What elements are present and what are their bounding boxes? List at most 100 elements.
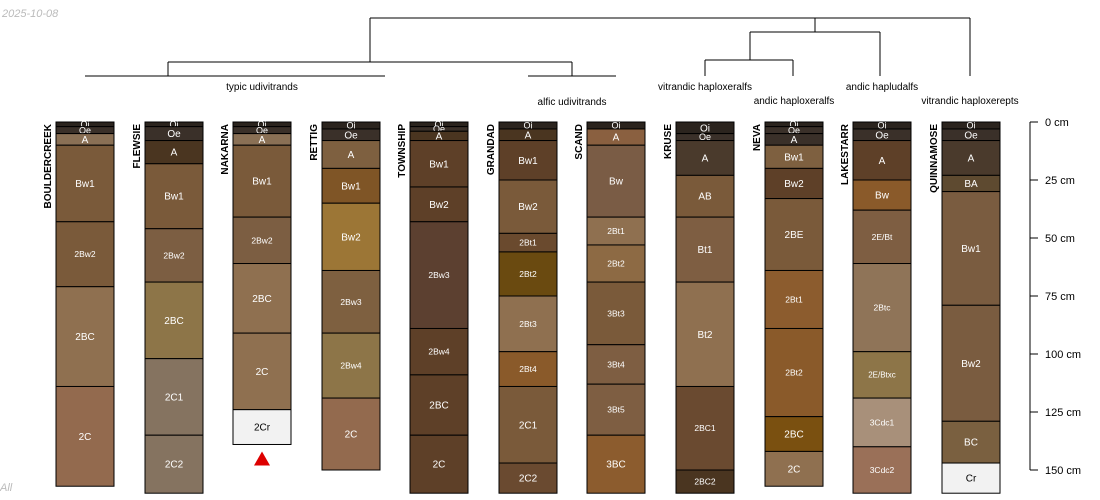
horizon-label: 2C [345,430,358,441]
profile-name: NEVA [752,124,763,151]
horizon-label: Bw1 [75,179,95,190]
horizon-label: 2Bt2 [519,269,537,279]
horizon-label: 2Bw3 [340,297,362,307]
horizon-label: BC [964,438,978,449]
horizon-2e-btxc [852,351,912,399]
horizon-label: Oe [875,130,889,141]
depth-tick-label: 75 cm [1045,291,1075,303]
horizon-label: Oi [258,119,267,129]
horizon-label: Bw1 [252,177,272,188]
horizon-bt1 [675,216,735,283]
horizon-label: Bw [875,191,890,202]
depth-tick-label: 150 cm [1045,465,1081,477]
horizon-label: Oe [964,130,978,141]
horizon-label: Oi [878,121,887,131]
horizon-label: 2Bw3 [428,270,450,280]
horizon-label: A [879,156,886,167]
horizon-2bt1 [764,269,824,329]
profile-name: LAKESTARR [840,123,851,185]
horizon-label: 2BC [784,430,803,441]
horizon-2bt4 [498,351,558,387]
horizon-2bc [232,263,292,334]
horizon-label: Bw1 [518,156,538,167]
horizon-2c [321,397,381,471]
profile-scand: SCAND Oi A Bw 2Bt1 2Bt2 3Bt3 3Bt4 3Bt5 3BC [574,121,646,494]
horizon-label: 2Bw2 [163,250,185,260]
group-label-vitrandic-haploxeralfs: vitrandic haploxeralfs [658,82,752,93]
horizon-2c1 [498,385,558,464]
horizon-label: 2Bw2 [74,249,96,259]
horizon-bw2 [764,167,824,200]
horizon-label: Bw2 [784,179,804,190]
horizon-2bt2 [498,251,558,297]
horizon-label: A [348,150,355,161]
horizon-label: 2C1 [519,420,538,431]
horizon-label: 2E/Btxc [868,371,896,380]
horizon-2bt1 [586,216,646,246]
dendrogram [85,17,971,77]
horizon-label: 2C [79,432,92,443]
horizon-label: 2Bw2 [251,235,273,245]
horizon-label: Bw2 [429,200,449,211]
horizon-label: 2C2 [519,474,538,485]
horizon-label: A [613,133,620,144]
horizon-label: 2Bt1 [519,238,537,248]
profile-name: NAKARNA [220,124,231,175]
profile-name: RETTIG [309,124,320,161]
horizon-label: A [436,131,443,142]
horizon-bw2 [321,202,381,271]
horizon-bw [586,144,646,218]
horizon-bw2 [498,179,558,234]
horizon-2bw2 [144,228,204,283]
horizon-bw1 [232,144,292,218]
horizon-label: 2BC [164,316,183,327]
horizon-label: Bw1 [341,181,361,192]
horizon-label: 2Btc [873,303,891,313]
horizon-label: A [702,153,709,164]
horizon-2c1 [144,358,204,436]
horizon-2bc [764,416,824,452]
horizon-2bc1 [675,385,735,471]
horizon-2bc [144,281,204,360]
horizon-label: Oe [79,125,91,135]
horizon-3cdc2 [852,446,912,494]
horizon-label: Oe [699,132,711,142]
horizon-label: 3Cdc1 [870,417,895,427]
horizon-label: 2BC [429,401,448,412]
horizon-2btc [852,263,912,353]
horizon-2c [764,450,824,487]
group-labels: typic udivitrands alfic udivitrands vitran… [226,82,1018,108]
horizon-2bt3 [498,295,558,353]
depth-tick-label: 0 cm [1045,117,1069,129]
profile-name: FLEWSIE [132,124,143,169]
profile-name: QUINNAMOSE [929,124,940,193]
horizon-label: 2BC1 [694,423,716,433]
profile-grandad: GRANDAD OiA Bw1 Bw2 2Bt1 2Bt2 2Bt3 2Bt4 2C1 2C2 [486,121,558,494]
horizon-label: Bw1 [784,152,804,163]
horizon-label: 2Cr [254,423,271,434]
horizon-2bw4 [409,327,469,376]
horizon-label: 3Cdc2 [870,465,895,475]
horizon-label: Bw1 [961,244,981,255]
horizon-bw2 [941,304,1001,422]
horizon-3cdc1 [852,397,912,448]
horizon-label: 2Bt2 [607,258,625,268]
bedrock-marker [254,451,270,466]
horizon-label: A [259,135,266,146]
horizon-label: Bw1 [164,192,184,203]
horizon-2c [232,332,292,411]
horizon-label: A [82,135,89,146]
horizon-label: 2Bt2 [785,368,803,378]
horizon-label: Oi [700,123,710,134]
profile-name: SCAND [574,124,585,160]
horizon-bw1 [144,163,204,230]
horizon-2be [764,198,824,271]
horizon-label: Oe [167,129,181,140]
